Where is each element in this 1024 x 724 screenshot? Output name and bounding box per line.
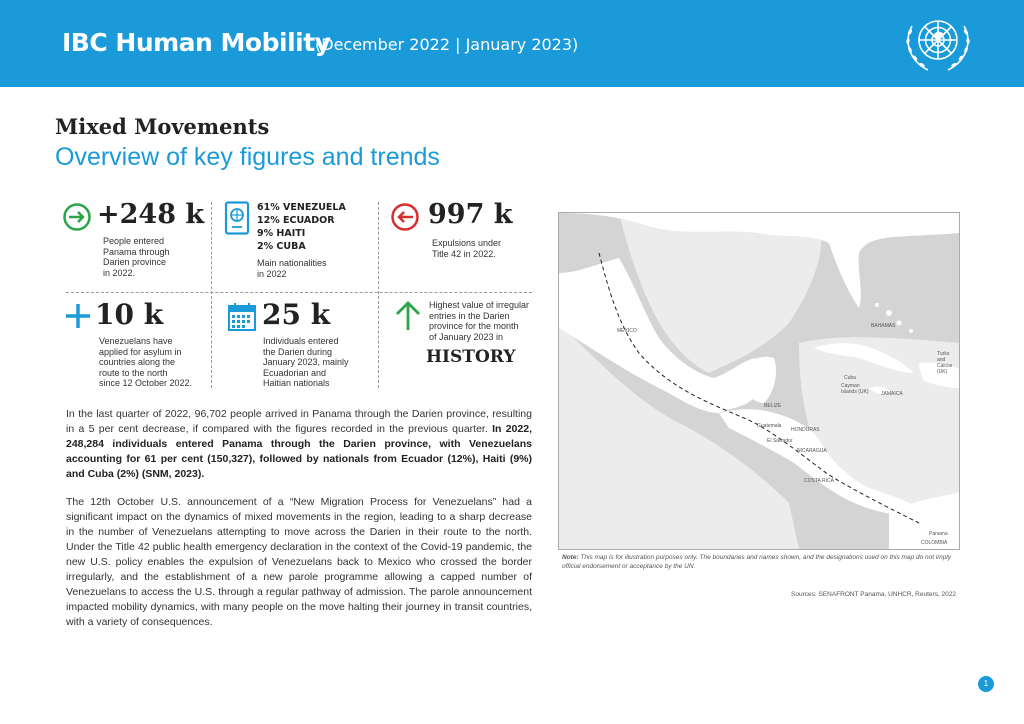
map-label-cayman: Cayman Islands (UK)	[841, 383, 869, 395]
paragraph-2: The 12th October U.S. announcement of a …	[66, 496, 532, 628]
map-label-bahamas: BAHAMAS	[871, 323, 896, 329]
header-banner: IBC Human Mobility (December 2022 | Janu…	[0, 0, 1024, 87]
map-label-cuba: Cuba	[844, 375, 856, 381]
passport-icon	[224, 201, 250, 235]
grid-divider	[378, 202, 379, 388]
nationalities-list: 61% VENEZUELA 12% ECUADOR 9% HAITI 2% CUBA	[257, 202, 346, 252]
section-title: Mixed Movements	[55, 114, 270, 139]
report-period: (December 2022 | January 2023)	[315, 35, 579, 54]
history-value: HISTORY	[426, 347, 516, 367]
map-label-belize: BELIZE	[764, 403, 782, 409]
map-label-costarica: COSTA RICA	[804, 478, 834, 484]
nationalities-desc: Main nationalities in 2022	[257, 258, 327, 279]
plus-icon	[66, 304, 90, 328]
map-label-nicaragua: NICARAGUA	[797, 448, 827, 454]
paragraph-1: In the last quarter of 2022, 96,702 peop…	[66, 408, 532, 480]
map-sources: Sources: SENAFRONT Panama, UNHCR, Reuter…	[791, 591, 956, 598]
map-label-mexico: MEXICO	[617, 328, 637, 334]
calendar-icon	[228, 303, 256, 331]
map-label-panama: Panama	[929, 531, 948, 537]
arrow-in-icon	[63, 203, 91, 231]
arrow-up-icon	[396, 301, 420, 330]
asylum-value: 10 k	[95, 298, 164, 331]
un-emblem-icon	[906, 20, 970, 71]
grid-divider	[211, 202, 212, 388]
page-number: 1	[978, 676, 994, 692]
map-note: Note: This map is for illustration purpo…	[562, 554, 952, 570]
arrow-out-icon	[391, 203, 419, 231]
region-map: MEXICO BAHAMAS Cuba Cayman Islands (UK) …	[558, 212, 960, 550]
map-label-colombia: COLOMBIA	[921, 540, 948, 546]
report-title: IBC Human Mobility	[62, 28, 331, 57]
asylum-desc: Venezuelans have applied for asylum in co…	[99, 336, 193, 388]
january-desc: Individuals entered the Darien during Jan…	[263, 336, 349, 388]
map-label-honduras: HONDURAS	[791, 427, 820, 433]
map-label-jamaica: JAMAICA	[881, 391, 903, 397]
map-graphic	[559, 213, 959, 549]
january-value: 25 k	[262, 298, 331, 331]
map-label-guatemala: Guatemala	[757, 423, 782, 429]
history-desc: Highest value of irregular entries in the…	[429, 300, 530, 342]
entered-desc: People entered Panama through Darien prov…	[103, 236, 170, 278]
expulsions-desc: Expulsions under Title 42 in 2022.	[432, 238, 502, 259]
grid-divider	[66, 292, 532, 293]
map-label-turks: Turks and Caicos (UK)	[937, 351, 953, 375]
map-label-salvador: El Salvador	[767, 438, 793, 444]
entered-value: +248 k	[97, 199, 205, 230]
expulsions-value: 997 k	[428, 199, 513, 230]
section-subtitle: Overview of key figures and trends	[55, 143, 440, 171]
